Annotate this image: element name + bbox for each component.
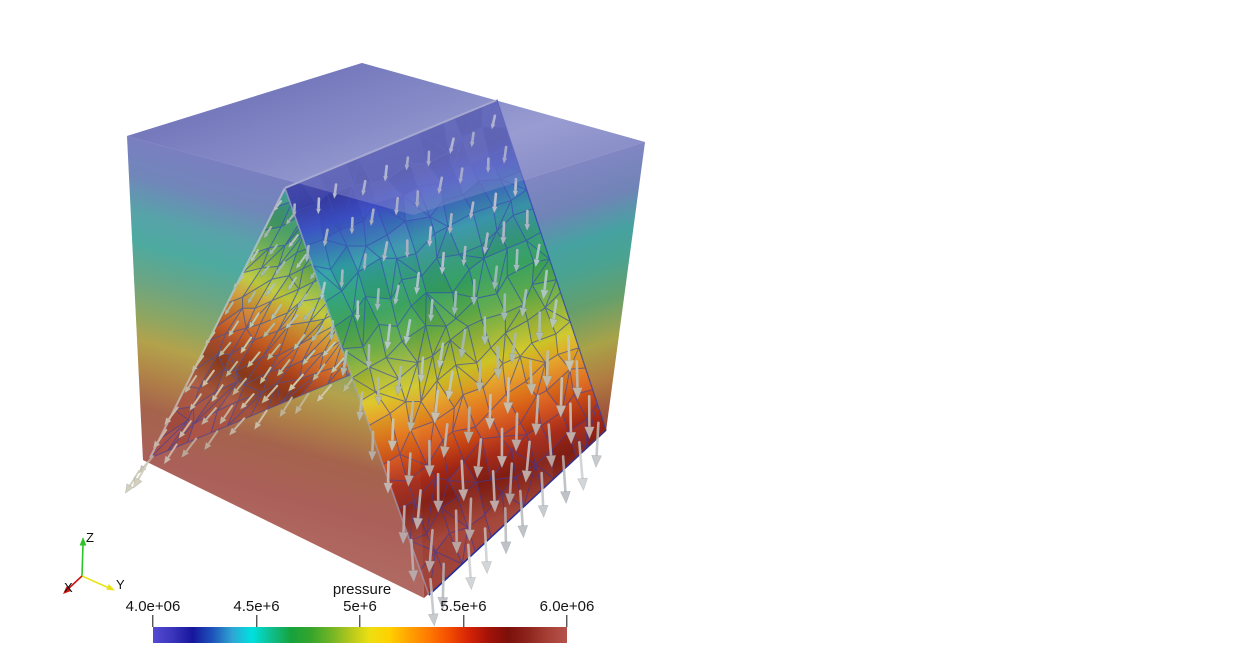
z-axis [81, 543, 84, 577]
y-axis [81, 575, 110, 589]
z-axis-arrowhead [79, 537, 87, 546]
x-axis [67, 575, 83, 590]
z-axis-label: Z [86, 530, 94, 545]
y-axis-label: Y [116, 577, 125, 592]
x-axis-label: X [64, 580, 73, 595]
cube-left-face-haze [127, 136, 424, 598]
cube-top-face-haze [127, 63, 645, 215]
y-axis-arrowhead [106, 584, 115, 591]
cube-right-face-haze [413, 142, 645, 598]
orientation-axes-widget: X Y Z [63, 530, 125, 595]
x-axis-arrowhead [63, 586, 72, 594]
cube-transparency-haze [127, 63, 645, 598]
